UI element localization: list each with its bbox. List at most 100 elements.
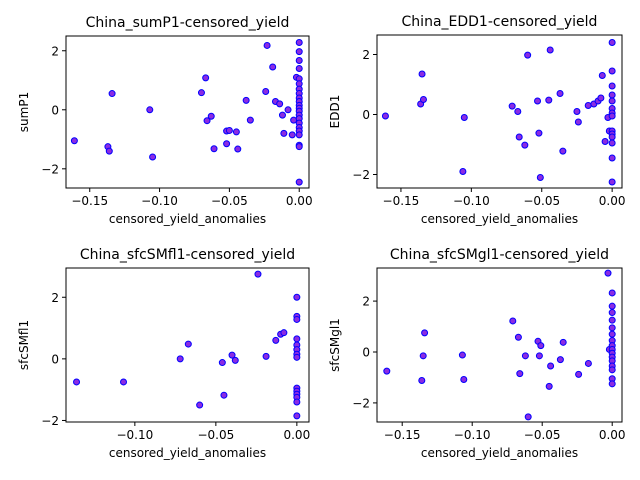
data-point (608, 133, 616, 141)
scatter-points (73, 270, 301, 420)
data-point (608, 97, 616, 105)
data-point (515, 133, 523, 141)
y-axis-label: sumP1 (17, 92, 31, 132)
data-point (202, 74, 210, 82)
data-point (197, 89, 205, 97)
data-point (280, 129, 288, 137)
data-point (575, 370, 583, 378)
y-tick-label: −2 (41, 414, 59, 428)
x-tick-label: 0.00 (286, 194, 313, 208)
data-point (176, 355, 184, 363)
data-point (262, 352, 270, 360)
data-point (608, 366, 616, 374)
data-point (459, 168, 467, 175)
data-point (269, 63, 277, 71)
data-point (419, 96, 427, 103)
y-tick-label: 0 (51, 352, 59, 366)
x-axis-label: censored_yield_anomalies (421, 212, 578, 226)
data-point (295, 178, 303, 186)
data-point (120, 378, 128, 386)
data-point (146, 106, 154, 114)
data-point (295, 57, 303, 64)
data-point (421, 329, 429, 337)
data-point (608, 316, 616, 324)
axes-frame (65, 267, 310, 423)
subplot-title: China_sfcSMgl1-censored_yield (390, 247, 609, 263)
data-point (598, 72, 606, 79)
data-point (597, 94, 605, 102)
y-tick-label: 0 (362, 108, 370, 122)
data-point (234, 145, 242, 153)
data-point (559, 338, 567, 346)
x-tick-label: −0.05 (524, 428, 561, 442)
y-tick-label: 0 (51, 103, 59, 117)
y-tick-label: −2 (41, 162, 59, 176)
data-point (419, 352, 427, 360)
x-tick-label: 0.00 (599, 194, 626, 208)
data-point (608, 39, 616, 46)
data-point (293, 293, 301, 301)
data-point (223, 140, 231, 148)
scatter-points (381, 39, 616, 186)
data-point (295, 143, 303, 151)
data-point (534, 97, 542, 105)
y-tick-label: 2 (51, 44, 59, 58)
data-point (293, 398, 301, 406)
data-point (524, 413, 532, 421)
x-tick-label: −0.10 (116, 428, 153, 442)
data-point (608, 154, 616, 162)
y-tick-label: 2 (362, 295, 370, 309)
data-point (262, 87, 270, 95)
data-point (254, 270, 262, 278)
x-axis-label: censored_yield_anomalies (109, 446, 266, 460)
data-point (608, 178, 616, 186)
data-point (383, 367, 391, 375)
axes-frame (376, 34, 623, 189)
data-point (546, 46, 554, 54)
data-point (280, 329, 288, 337)
x-tick-label: −0.05 (197, 428, 234, 442)
data-point (295, 38, 303, 46)
scatter-points (70, 38, 303, 186)
data-point (228, 351, 236, 359)
data-point (381, 112, 389, 120)
data-point (293, 412, 301, 420)
y-tick-label: 0 (362, 346, 370, 360)
data-point (218, 359, 226, 367)
data-point (535, 352, 543, 360)
data-point (278, 111, 286, 119)
data-point (232, 128, 240, 136)
data-point (70, 137, 78, 145)
x-tick-label: −0.15 (383, 194, 420, 208)
y-axis-label: sfcSMgl1 (328, 318, 342, 372)
x-tick-label: −0.10 (454, 428, 491, 442)
data-point (295, 48, 303, 56)
x-axis-label: censored_yield_anomalies (109, 212, 266, 226)
data-point (608, 380, 616, 388)
data-point (242, 96, 250, 104)
x-tick-label: −0.15 (71, 194, 108, 208)
data-point (545, 382, 553, 390)
data-point (521, 352, 529, 360)
data-point (514, 333, 522, 341)
data-point (608, 112, 616, 120)
y-axis-label: sfcSMfl1 (17, 320, 31, 370)
data-point (196, 401, 204, 409)
data-point (524, 51, 532, 59)
data-point (601, 138, 609, 145)
data-point (608, 330, 616, 338)
x-tick-label: −0.10 (141, 194, 178, 208)
data-point (608, 309, 616, 317)
data-point (509, 317, 517, 325)
y-tick-label: −2 (352, 396, 370, 410)
data-point (547, 362, 555, 370)
subplot-title: China_EDD1-censored_yield (402, 14, 598, 30)
data-point (535, 129, 543, 137)
data-point (293, 335, 301, 343)
data-point (556, 90, 564, 97)
data-point (418, 70, 426, 78)
data-point (537, 342, 545, 350)
data-point (508, 102, 516, 110)
subplot-title: China_sumP1-censored_yield (86, 15, 290, 31)
data-point (573, 108, 581, 115)
